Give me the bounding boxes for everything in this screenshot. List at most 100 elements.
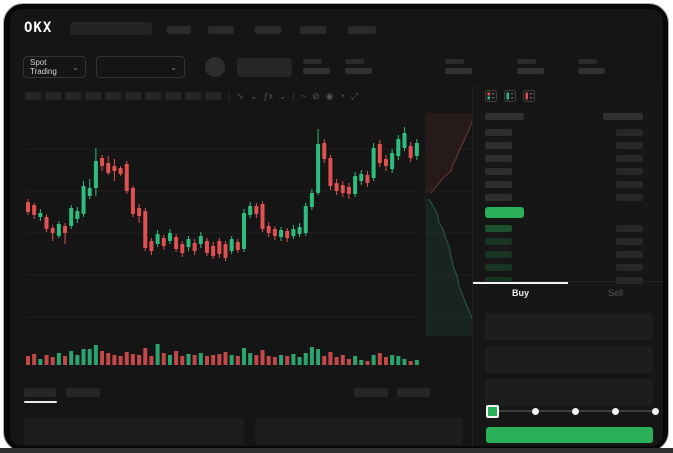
ask-row[interactable] bbox=[485, 152, 643, 165]
orderbook-bids-icon[interactable] bbox=[504, 90, 516, 102]
ask-row[interactable] bbox=[485, 139, 643, 152]
bid-price-skeleton bbox=[485, 238, 512, 245]
pair-select[interactable]: ⌄ bbox=[96, 56, 185, 78]
functions-icon[interactable]: ƒx bbox=[263, 91, 273, 101]
fullscreen-icon[interactable]: ⤢ bbox=[350, 91, 359, 101]
ticker-stat-skeleton bbox=[445, 59, 473, 81]
ask-amount-skeleton bbox=[616, 168, 643, 175]
toolbar-item-skeleton bbox=[105, 92, 121, 100]
candlestick-chart[interactable] bbox=[25, 111, 420, 336]
bid-amount-skeleton bbox=[616, 277, 643, 284]
stat-value-skeleton bbox=[345, 68, 372, 74]
market-type-label: Spot Trading bbox=[30, 58, 57, 76]
submit-order-button[interactable] bbox=[486, 427, 653, 443]
nav-item-skeleton bbox=[300, 26, 326, 34]
trade-side-tabs: Buy Sell bbox=[473, 281, 663, 304]
ask-amount-skeleton bbox=[616, 181, 643, 188]
tab-buy[interactable]: Buy bbox=[473, 282, 568, 304]
bid-amount-skeleton bbox=[616, 225, 643, 232]
sub-header-bar: Spot Trading ⌄ ⌄ bbox=[10, 47, 663, 85]
ask-amount-skeleton bbox=[616, 129, 643, 136]
indicators-icon[interactable]: ∿ bbox=[236, 91, 244, 101]
instrument-avatar[interactable] bbox=[205, 57, 225, 77]
chevron-down-icon: ⌄ bbox=[72, 62, 79, 72]
bottom-tab-skeleton-active[interactable] bbox=[24, 388, 56, 397]
toolbar-item-skeleton bbox=[45, 92, 61, 100]
toolbar-item-skeleton bbox=[165, 92, 181, 100]
chevron-down-icon[interactable]: ⌄ bbox=[278, 91, 287, 101]
orderbook-all-icon[interactable] bbox=[485, 90, 497, 102]
orderbook-asks-icon[interactable] bbox=[523, 90, 535, 102]
order-form bbox=[485, 313, 653, 412]
toolbar-item-skeleton bbox=[65, 92, 81, 100]
toolbar-item-skeleton bbox=[185, 92, 201, 100]
toolbar-item-skeleton bbox=[145, 92, 161, 100]
bid-price-skeleton bbox=[485, 277, 512, 284]
ask-price-skeleton bbox=[485, 168, 512, 175]
bottom-panel-skeleton bbox=[24, 418, 244, 445]
draw-tool-icon[interactable]: ⊘ bbox=[312, 91, 320, 101]
bid-row[interactable] bbox=[485, 222, 643, 235]
slider-stop-dot[interactable] bbox=[652, 407, 659, 415]
chart-section: | ∿ ⌄ ƒx ⌄ | ~ ⊘ ◉ ◔ ⤢ bbox=[10, 85, 479, 446]
header-skeleton-left bbox=[485, 113, 524, 120]
logo-adjacent-skeleton bbox=[70, 22, 152, 35]
ask-amount-skeleton bbox=[616, 155, 643, 162]
bid-price-skeleton bbox=[485, 225, 512, 232]
bid-row[interactable] bbox=[485, 274, 643, 287]
ask-row[interactable] bbox=[485, 165, 643, 178]
stat-label-skeleton bbox=[578, 59, 597, 64]
stat-label-skeleton bbox=[303, 59, 322, 64]
slider-stop-dot[interactable] bbox=[572, 407, 579, 415]
history-icon[interactable]: ◔ bbox=[339, 91, 345, 101]
line-tool-icon[interactable]: ~ bbox=[300, 91, 307, 101]
volume-chart[interactable] bbox=[25, 341, 420, 367]
slider-handle[interactable] bbox=[486, 404, 499, 418]
order-input-skeleton[interactable] bbox=[485, 379, 653, 406]
bottom-right-skeleton bbox=[397, 388, 430, 397]
ticker-stat-skeleton bbox=[578, 59, 606, 81]
active-tab-underline bbox=[24, 401, 57, 403]
bid-row[interactable] bbox=[485, 235, 643, 248]
bottom-tab-skeleton[interactable] bbox=[66, 388, 100, 397]
nav-item-skeleton bbox=[348, 26, 376, 34]
toolbar-item-skeleton bbox=[85, 92, 101, 100]
order-book-view-switcher bbox=[485, 90, 535, 102]
order-book bbox=[485, 110, 643, 287]
order-input-skeleton[interactable] bbox=[485, 313, 653, 340]
chevron-down-icon[interactable]: ⌄ bbox=[249, 91, 258, 101]
ask-row[interactable] bbox=[485, 126, 643, 139]
ask-amount-skeleton bbox=[616, 142, 643, 149]
order-input-skeleton[interactable] bbox=[485, 346, 653, 373]
market-type-select[interactable]: Spot Trading ⌄ bbox=[23, 56, 86, 78]
amount-slider[interactable] bbox=[486, 404, 659, 418]
bid-row[interactable] bbox=[485, 248, 643, 261]
stat-value-skeleton bbox=[303, 68, 330, 74]
volume-svg bbox=[26, 344, 419, 365]
order-book-header bbox=[485, 110, 643, 126]
camera-icon[interactable]: ◉ bbox=[325, 91, 334, 101]
chart-toolbar: | ∿ ⌄ ƒx ⌄ | ~ ⊘ ◉ ◔ ⤢ bbox=[25, 89, 361, 103]
slider-stops bbox=[486, 404, 659, 418]
bid-price-skeleton bbox=[485, 251, 512, 258]
tab-sell[interactable]: Sell bbox=[607, 288, 623, 298]
slider-stop-dot[interactable] bbox=[532, 407, 539, 415]
depth-svg bbox=[426, 112, 479, 336]
ticker-stat-skeleton bbox=[303, 59, 331, 81]
ask-row[interactable] bbox=[485, 191, 643, 204]
divider: | bbox=[292, 91, 295, 101]
ask-amount-skeleton bbox=[616, 194, 643, 201]
ticker-stat-skeleton bbox=[345, 59, 373, 81]
depth-chart[interactable] bbox=[425, 111, 479, 336]
ask-price-skeleton bbox=[485, 194, 512, 201]
bottom-tabs-row bbox=[24, 386, 462, 404]
bid-row[interactable] bbox=[485, 261, 643, 274]
last-price-button[interactable] bbox=[485, 207, 524, 218]
ticker-stat-skeleton bbox=[517, 59, 545, 81]
bid-price-skeleton bbox=[485, 264, 512, 271]
slider-stop-dot[interactable] bbox=[612, 407, 619, 415]
bid-amount-skeleton bbox=[616, 264, 643, 271]
ask-row[interactable] bbox=[485, 178, 643, 191]
divider: | bbox=[228, 91, 231, 101]
okx-trading-app: OKX Spot Trading ⌄ ⌄ | ∿ ⌄ ƒx ⌄ | ~ ⊘ ◉ ◔ ⤢ bbox=[10, 9, 663, 446]
